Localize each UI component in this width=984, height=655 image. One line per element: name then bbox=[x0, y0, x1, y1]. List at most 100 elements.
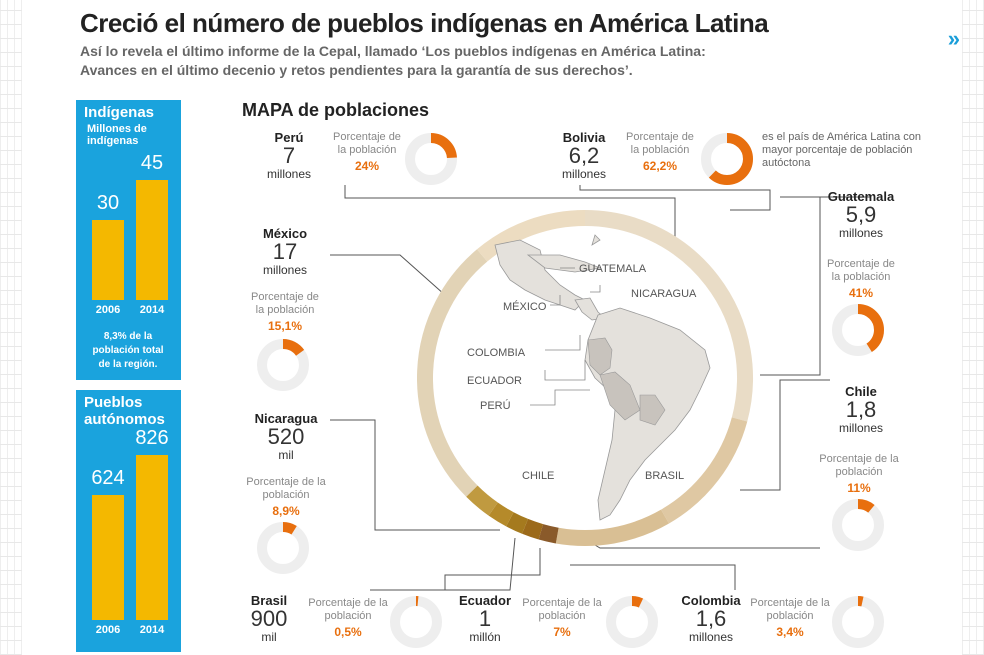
donut-arc-peru bbox=[405, 133, 457, 185]
pueblos-bar-2014 bbox=[136, 455, 168, 620]
country-name: México bbox=[262, 226, 308, 241]
pct-label: Porcentaje de la población bbox=[522, 597, 602, 622]
country-brasil: Brasil 900 mil bbox=[236, 593, 302, 644]
pct-value: 15,1% bbox=[267, 319, 303, 333]
country-ecuador: Ecuador 1 millón bbox=[452, 593, 518, 644]
indigenas-bar-2014 bbox=[136, 180, 168, 300]
bolivia-note: es el país de América Latina con mayor p… bbox=[762, 131, 921, 169]
subtitle-line-2: Avances en el último decenio y retos pen… bbox=[80, 62, 633, 78]
indigenas-subheading-line-2: indígenas bbox=[87, 135, 139, 147]
country-value: 900 bbox=[250, 606, 288, 631]
country-name: Colombia bbox=[681, 593, 741, 608]
donut-track-colombia bbox=[832, 596, 884, 648]
map-label-guatemala: GUATEMALA bbox=[579, 263, 647, 275]
pueblos-bar-label-2014: 826 bbox=[135, 427, 169, 449]
note-line-1: 8,3% de la bbox=[103, 331, 153, 342]
ring-segment bbox=[522, 518, 544, 540]
donut-arc-nicaragua bbox=[257, 522, 309, 574]
indigenas-subheading: Millones de indígenas bbox=[76, 121, 181, 147]
country-nicaragua: Nicaragua 520 mil bbox=[246, 411, 326, 462]
ring-segment bbox=[488, 502, 514, 527]
map-label-colombia: COLOMBIA bbox=[467, 347, 526, 359]
donut-arc-colombia bbox=[832, 596, 884, 648]
pct-value: 3,4% bbox=[776, 625, 804, 639]
map-label-chile: CHILE bbox=[522, 470, 555, 482]
pueblos-bar-label-2006: 624 bbox=[91, 467, 125, 490]
country-chile: Chile 1,8 millones bbox=[822, 384, 900, 435]
donut-arc-chile bbox=[832, 499, 884, 551]
pct-peru: Porcentaje de la población 24% bbox=[328, 131, 406, 173]
country-mexico: México 17 millones bbox=[246, 226, 324, 277]
map-label-peru: PERÚ bbox=[480, 400, 511, 412]
country-name: Perú bbox=[274, 130, 304, 145]
country-name: Brasil bbox=[250, 593, 288, 608]
donut-arc-mexico bbox=[257, 339, 309, 391]
country-unit: millones bbox=[838, 421, 883, 435]
donut-arc-bolivia bbox=[701, 133, 753, 185]
indigenas-bar-2006 bbox=[92, 220, 124, 300]
indigenas-note: 8,3% de la población total de la región. bbox=[78, 330, 178, 372]
indigenas-subheading-line-1: Millones de bbox=[87, 123, 147, 135]
map-label-nicaragua: NICARAGUA bbox=[631, 288, 697, 300]
pct-value: 24% bbox=[354, 159, 380, 173]
country-unit: millones bbox=[561, 167, 606, 181]
donut-track-nicaragua bbox=[257, 522, 309, 574]
pct-ecuador: Porcentaje de la población 7% bbox=[522, 597, 602, 639]
country-unit: millones bbox=[688, 630, 733, 644]
ring-segment bbox=[538, 524, 559, 544]
country-value: 1,8 bbox=[845, 397, 877, 422]
country-name: Ecuador bbox=[458, 593, 511, 608]
indigenas-heading: Indígenas bbox=[84, 104, 155, 121]
indigenas-year-2014: 2014 bbox=[139, 304, 165, 316]
map-label-ecuador: ECUADOR bbox=[467, 375, 523, 387]
donut-track-brasil bbox=[390, 596, 442, 648]
pct-value: 7% bbox=[553, 625, 571, 639]
country-unit: mil bbox=[278, 448, 294, 462]
pueblos-heading: Pueblos autónomos bbox=[76, 390, 181, 428]
pct-label: Porcentaje de la población bbox=[251, 291, 319, 316]
pueblos-bar-2006 bbox=[92, 495, 124, 620]
country-value: 7 bbox=[282, 143, 296, 168]
country-guatemala: Guatemala 5,9 millones bbox=[822, 189, 900, 240]
country-name: Nicaragua bbox=[254, 411, 318, 426]
page-subtitle: Así lo revela el último informe de la Ce… bbox=[80, 42, 780, 80]
pueblos-panel: Pueblos autónomos 624 2006 826 2014 bbox=[76, 390, 181, 652]
pct-label: Porcentaje de la población bbox=[333, 131, 401, 156]
pueblos-year-2006: 2006 bbox=[95, 624, 121, 636]
decorative-border-right bbox=[962, 0, 984, 655]
pct-bolivia: Porcentaje de la población 62,2% bbox=[621, 131, 699, 173]
ring-segment bbox=[506, 512, 529, 534]
ring-segment bbox=[466, 485, 498, 516]
pct-label: Porcentaje de la población bbox=[819, 453, 899, 478]
page-title: Creció el número de pueblos indígenas en… bbox=[80, 8, 769, 38]
pct-brasil: Porcentaje de la población 0,5% bbox=[308, 597, 388, 639]
ring-segment bbox=[417, 249, 488, 497]
country-unit: millones bbox=[266, 167, 311, 181]
pct-nicaragua: Porcentaje de la población 8,9% bbox=[246, 476, 326, 518]
country-unit: millón bbox=[469, 630, 501, 644]
indigenas-bar-label-2006: 30 bbox=[96, 192, 120, 214]
ring-segment bbox=[584, 210, 753, 422]
country-bolivia: Bolivia 6,2 millones bbox=[545, 130, 623, 181]
pct-guatemala: Porcentaje de la población 41% bbox=[822, 258, 900, 300]
map-label-mexico: MÉXICO bbox=[503, 301, 547, 313]
decorative-border-left bbox=[0, 0, 22, 655]
country-peru: Perú 7 millones bbox=[250, 130, 328, 181]
country-value: 1,6 bbox=[695, 606, 727, 631]
ring-segment bbox=[555, 509, 669, 546]
indigenas-year-2006: 2006 bbox=[95, 304, 121, 316]
pct-label: Porcentaje de la población bbox=[750, 597, 830, 622]
country-value: 5,9 bbox=[845, 202, 877, 227]
pct-mexico: Porcentaje de la población 15,1% bbox=[246, 291, 324, 333]
note-line-2: población total bbox=[92, 345, 164, 356]
pueblos-heading-line-1: Pueblos bbox=[84, 394, 143, 411]
ring-segment bbox=[477, 210, 586, 262]
country-colombia: Colombia 1,6 millones bbox=[674, 593, 748, 644]
pct-value: 0,5% bbox=[334, 625, 362, 639]
country-unit: millones bbox=[838, 226, 883, 240]
pct-chile: Porcentaje de la población 11% bbox=[818, 453, 900, 495]
donut-arc-ecuador bbox=[606, 596, 658, 648]
country-unit: mil bbox=[261, 630, 277, 644]
